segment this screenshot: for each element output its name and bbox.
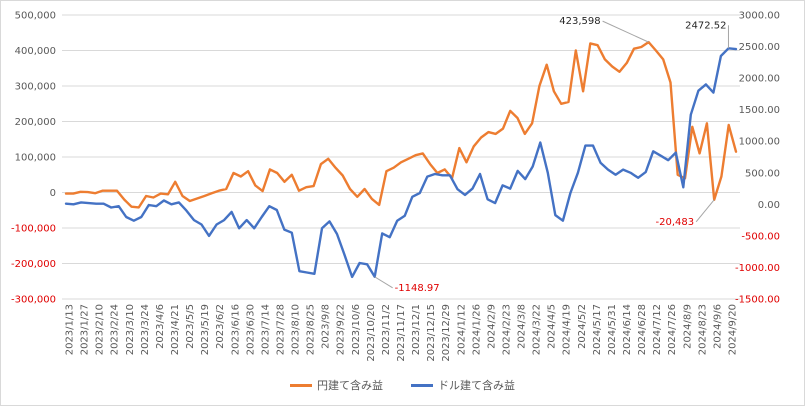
right-axis-ticks: 3000.00 2500.00 2000.00 1500.00 1000.00 500.0… — [735, 11, 780, 306]
right-tick-label: 1000.00 — [739, 137, 780, 148]
x-tick-label: 2024/9/6 — [712, 304, 723, 349]
left-tick-label: 100,000 — [15, 153, 56, 164]
right-tick-label: -1000.00 — [735, 263, 780, 274]
right-tick-label: 3000.00 — [739, 11, 780, 22]
x-tick-label: 2024/7/26 — [667, 304, 678, 355]
x-tick-label: 2024/1/12 — [456, 304, 467, 355]
x-tick-label: 2023/11/17 — [396, 304, 407, 362]
left-tick-label: 400,000 — [15, 46, 56, 57]
x-tick-label: 2024/5/17 — [592, 304, 603, 355]
x-tick-label: 2023/6/30 — [245, 304, 256, 355]
annotation-label: 2472.52 — [685, 20, 726, 31]
x-tick-label: 2024/2/9 — [486, 304, 497, 349]
x-tick-label: 2023/2/24 — [110, 304, 121, 355]
legend-item-yen: 円建て含み益 — [290, 377, 383, 393]
x-tick-label: 2024/7/12 — [652, 304, 663, 355]
annotation-label: -20,483 — [656, 217, 695, 228]
x-tick-label: 2023/12/15 — [426, 304, 437, 362]
x-tick-label: 2024/3/8 — [517, 304, 528, 349]
series-line-yen — [64, 40, 738, 209]
x-tick-label: 2023/6/2 — [215, 304, 226, 349]
x-tick-label: 2023/4/21 — [170, 304, 181, 355]
left-tick-label: 200,000 — [15, 117, 56, 128]
right-tick-label: 2000.00 — [739, 74, 780, 85]
right-tick-label: 2500.00 — [739, 42, 780, 53]
legend-label-dollar: ドル建て含み益 — [438, 379, 515, 392]
left-tick-label: -300,000 — [11, 295, 56, 306]
series-lines — [64, 40, 738, 279]
legend: 円建て含み益 ドル建て含み益 — [0, 377, 805, 393]
annotations: 423,598 -20,483 2472.52 -1148.97 — [374, 16, 729, 294]
x-tick-label: 2023/11/2 — [381, 304, 392, 355]
right-tick-label: 500.00 — [745, 168, 780, 179]
x-tick-label: 2024/8/23 — [697, 304, 708, 355]
x-tick-label: 2023/5/19 — [200, 304, 211, 355]
left-tick-label: 0 — [50, 188, 56, 199]
x-tick-label: 2024/4/5 — [547, 304, 558, 349]
x-tick-label: 2023/7/28 — [275, 304, 286, 355]
x-tick-label: 2023/10/20 — [366, 304, 377, 362]
x-tick-label: 2024/6/28 — [637, 304, 648, 355]
x-tick-label: 2024/3/22 — [532, 304, 543, 355]
legend-swatch-yen — [290, 383, 312, 387]
x-tick-label: 2023/2/10 — [95, 304, 106, 355]
right-tick-label: 0.00 — [758, 200, 780, 211]
x-tick-label: 2023/8/10 — [291, 304, 302, 355]
x-tick-label: 2023/6/16 — [230, 304, 241, 355]
x-tick-label: 2023/12/29 — [441, 304, 452, 362]
left-tick-label: 300,000 — [15, 82, 56, 93]
annotation-leader — [374, 276, 393, 289]
x-tick-label: 2023/10/6 — [351, 304, 362, 355]
x-tick-label: 2024/4/19 — [562, 304, 573, 355]
x-tick-label: 2023/3/24 — [140, 304, 151, 355]
left-tick-label: -200,000 — [11, 259, 56, 270]
annotation-leader — [695, 199, 715, 223]
legend-item-dollar: ドル建て含み益 — [411, 377, 515, 393]
x-tick-label: 2023/1/13 — [65, 304, 76, 355]
right-tick-label: 1500.00 — [739, 105, 780, 116]
x-tick-label: 2023/4/6 — [155, 304, 166, 349]
gridlines — [62, 14, 740, 300]
x-tick-label: 2024/5/31 — [607, 304, 618, 355]
right-tick-label: -1500.00 — [735, 295, 780, 306]
annotation-leader — [602, 20, 649, 43]
x-tick-label: 2023/8/25 — [306, 304, 317, 355]
x-tick-label: 2024/8/9 — [682, 304, 693, 349]
x-axis-ticks: 2023/1/13 2023/1/27 2023/2/10 2023/2/24 2023… — [65, 304, 739, 362]
x-tick-label: 2023/12/1 — [411, 304, 422, 355]
x-tick-label: 2023/3/10 — [125, 304, 136, 355]
left-tick-label: 500,000 — [15, 11, 56, 22]
x-tick-label: 2024/9/20 — [727, 304, 738, 355]
legend-swatch-dollar — [411, 383, 433, 387]
x-tick-label: 2023/1/27 — [80, 304, 91, 355]
left-axis-ticks: 500,000 400,000 300,000 200,000 100,000 0 -100… — [11, 11, 56, 306]
x-tick-label: 2024/5/2 — [577, 304, 588, 349]
x-tick-label: 2023/9/22 — [336, 304, 347, 355]
right-tick-label: -500.00 — [741, 231, 780, 242]
x-tick-label: 2024/2/23 — [501, 304, 512, 355]
x-tick-label: 2023/5/5 — [185, 304, 196, 349]
legend-label-yen: 円建て含み益 — [317, 379, 383, 392]
x-tick-label: 2024/6/14 — [622, 304, 633, 355]
annotation-label: 423,598 — [559, 16, 600, 27]
x-tick-label: 2024/1/26 — [471, 304, 482, 355]
series-line-dollar — [64, 47, 738, 279]
x-tick-label: 2023/7/14 — [260, 304, 271, 355]
annotation-label: -1148.97 — [395, 283, 440, 294]
left-tick-label: -100,000 — [11, 224, 56, 235]
x-tick-label: 2023/9/8 — [321, 304, 332, 349]
